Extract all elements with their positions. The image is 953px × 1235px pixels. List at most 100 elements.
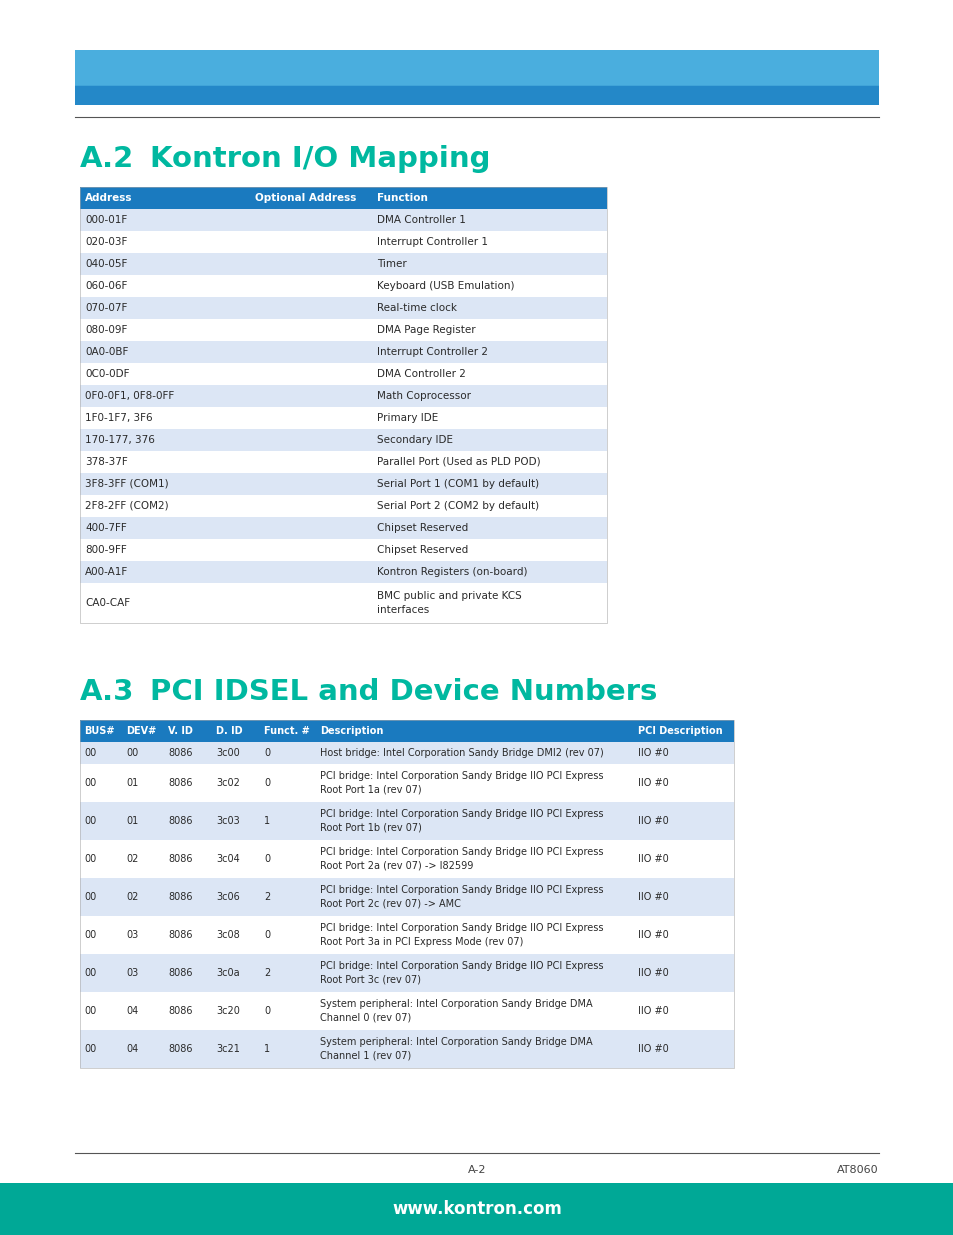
Text: 0F0-0F1, 0F8-0FF: 0F0-0F1, 0F8-0FF xyxy=(85,391,174,401)
Text: Timer: Timer xyxy=(376,259,406,269)
Text: 8086: 8086 xyxy=(168,930,193,940)
Text: BMC public and private KCS
interfaces: BMC public and private KCS interfaces xyxy=(376,592,521,615)
Bar xyxy=(80,992,122,1030)
Bar xyxy=(80,363,250,385)
Text: D. ID: D. ID xyxy=(215,726,242,736)
Bar xyxy=(80,517,250,538)
Text: 3c04: 3c04 xyxy=(215,853,239,864)
Bar xyxy=(212,802,260,840)
Bar xyxy=(212,742,260,764)
Text: Description: Description xyxy=(319,726,383,736)
Bar xyxy=(634,742,733,764)
Bar xyxy=(634,764,733,802)
Text: 00: 00 xyxy=(84,1044,96,1053)
Bar xyxy=(80,473,250,495)
Bar xyxy=(372,408,606,429)
Text: PCI bridge: Intel Corporation Sandy Bridge IIO PCI Express
Root Port 1b (rev 07): PCI bridge: Intel Corporation Sandy Brid… xyxy=(319,809,603,832)
Bar xyxy=(80,720,122,742)
Bar xyxy=(372,429,606,451)
Bar xyxy=(372,495,606,517)
Text: 0: 0 xyxy=(264,1007,270,1016)
Bar xyxy=(212,992,260,1030)
Bar xyxy=(80,231,250,253)
Text: IIO #0: IIO #0 xyxy=(638,816,668,826)
Bar xyxy=(250,538,372,561)
Text: 8086: 8086 xyxy=(168,892,193,902)
Text: DMA Page Register: DMA Page Register xyxy=(376,325,476,335)
Text: 800-9FF: 800-9FF xyxy=(85,545,127,555)
Text: DEV#: DEV# xyxy=(126,726,156,736)
Bar xyxy=(164,764,212,802)
Text: IIO #0: IIO #0 xyxy=(638,1044,668,1053)
Text: Serial Port 1 (COM1 by default): Serial Port 1 (COM1 by default) xyxy=(376,479,538,489)
Bar xyxy=(80,802,122,840)
Text: 03: 03 xyxy=(126,930,138,940)
Bar xyxy=(260,840,315,878)
Text: IIO #0: IIO #0 xyxy=(638,892,668,902)
Text: 03: 03 xyxy=(126,968,138,978)
Text: 01: 01 xyxy=(126,816,138,826)
Text: 3c0a: 3c0a xyxy=(215,968,239,978)
Bar xyxy=(260,802,315,840)
Bar xyxy=(80,538,250,561)
Text: 00: 00 xyxy=(84,1007,96,1016)
Bar xyxy=(75,85,878,105)
Text: 2: 2 xyxy=(264,968,270,978)
Text: 400-7FF: 400-7FF xyxy=(85,522,127,534)
Bar xyxy=(372,538,606,561)
Bar xyxy=(315,840,634,878)
Bar xyxy=(212,840,260,878)
Text: Primary IDE: Primary IDE xyxy=(376,412,437,424)
Bar xyxy=(250,517,372,538)
Text: PCI bridge: Intel Corporation Sandy Bridge IIO PCI Express
Root Port 2c (rev 07): PCI bridge: Intel Corporation Sandy Brid… xyxy=(319,885,603,909)
Text: Address: Address xyxy=(85,193,132,203)
Bar xyxy=(250,385,372,408)
Text: www.kontron.com: www.kontron.com xyxy=(392,1200,561,1218)
Bar xyxy=(80,408,250,429)
Bar xyxy=(0,1183,953,1235)
Bar xyxy=(80,296,250,319)
Bar xyxy=(212,953,260,992)
Bar xyxy=(80,720,733,1068)
Text: Parallel Port (Used as PLD POD): Parallel Port (Used as PLD POD) xyxy=(376,457,540,467)
Bar xyxy=(250,231,372,253)
Bar xyxy=(164,840,212,878)
Bar xyxy=(164,992,212,1030)
Text: 170-177, 376: 170-177, 376 xyxy=(85,435,154,445)
Text: 04: 04 xyxy=(126,1044,138,1053)
Bar xyxy=(122,916,164,953)
Bar xyxy=(122,764,164,802)
Bar xyxy=(212,764,260,802)
Bar xyxy=(315,802,634,840)
Text: Function: Function xyxy=(376,193,428,203)
Bar xyxy=(372,583,606,622)
Text: A.2: A.2 xyxy=(80,144,134,173)
Bar xyxy=(80,1030,122,1068)
Bar xyxy=(122,742,164,764)
Bar xyxy=(80,561,250,583)
Text: A.3: A.3 xyxy=(80,678,134,706)
Text: 01: 01 xyxy=(126,778,138,788)
Text: 00: 00 xyxy=(84,892,96,902)
Text: 8086: 8086 xyxy=(168,816,193,826)
Bar xyxy=(315,764,634,802)
Text: System peripheral: Intel Corporation Sandy Bridge DMA
Channel 0 (rev 07): System peripheral: Intel Corporation San… xyxy=(319,999,592,1023)
Text: 8086: 8086 xyxy=(168,1044,193,1053)
Bar xyxy=(372,473,606,495)
Bar xyxy=(80,253,250,275)
Bar xyxy=(80,319,250,341)
Bar xyxy=(634,1030,733,1068)
Bar xyxy=(250,473,372,495)
Bar xyxy=(80,186,606,622)
Text: 00: 00 xyxy=(84,968,96,978)
Bar xyxy=(372,186,606,209)
Bar xyxy=(80,764,122,802)
Bar xyxy=(372,517,606,538)
Bar xyxy=(164,953,212,992)
Bar xyxy=(260,764,315,802)
Bar xyxy=(164,720,212,742)
Text: IIO #0: IIO #0 xyxy=(638,968,668,978)
Text: 0C0-0DF: 0C0-0DF xyxy=(85,369,130,379)
Text: 0: 0 xyxy=(264,930,270,940)
Bar xyxy=(80,583,250,622)
